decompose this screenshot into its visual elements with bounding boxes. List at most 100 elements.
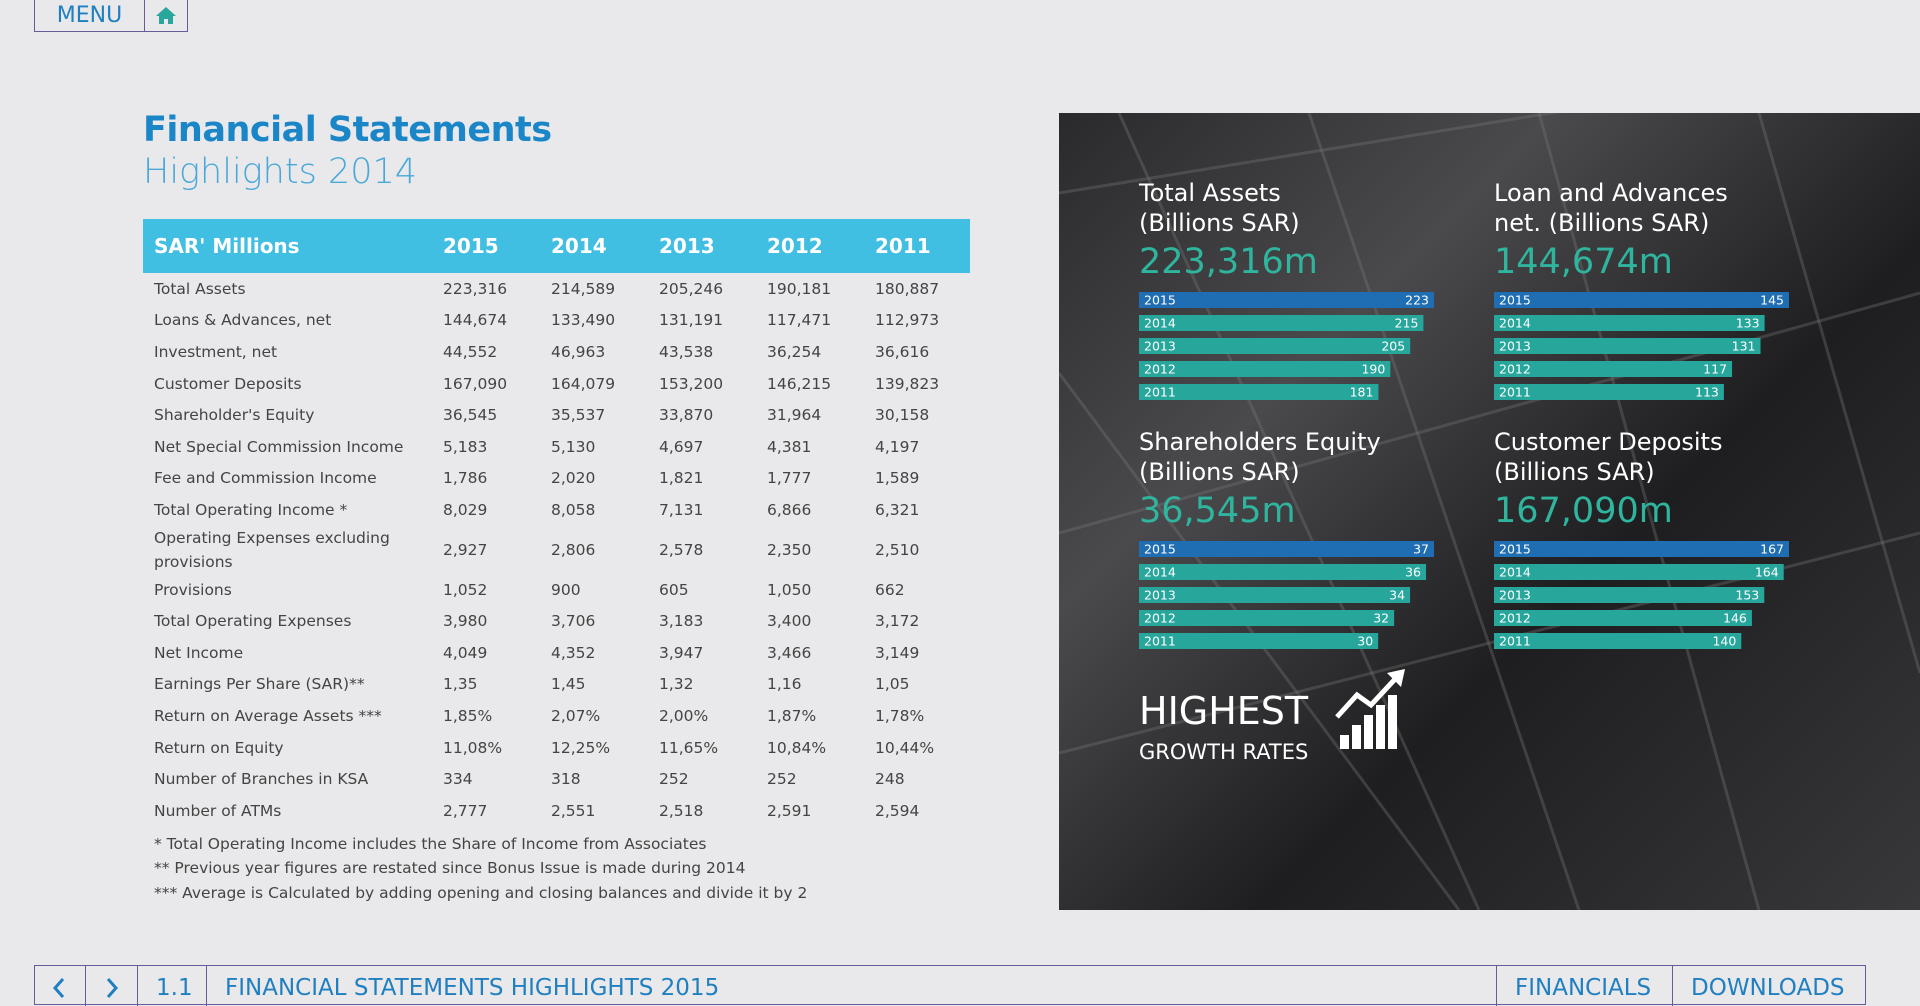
cell-value: 3,947 xyxy=(659,643,704,662)
cell-value: 1,05 xyxy=(875,675,910,694)
row-label: Loans & Advances, net xyxy=(154,311,332,330)
bar-category: 2014 xyxy=(1499,316,1531,331)
cell-value: 2,927 xyxy=(443,540,488,559)
cell-value: 3,400 xyxy=(767,612,812,631)
cell-value: 30,158 xyxy=(875,406,930,425)
menu-button[interactable]: MENU xyxy=(34,0,145,32)
nav-link[interactable]: FINANCIALS xyxy=(1496,966,1672,1006)
cell-value: 1,32 xyxy=(659,675,694,694)
bar xyxy=(1494,361,1733,377)
cell-value: 117,471 xyxy=(767,311,832,330)
cell-value: 2,07% xyxy=(551,706,601,725)
bar xyxy=(1494,315,1765,331)
cell-value: 1,78% xyxy=(875,706,925,725)
cell-value: 3,980 xyxy=(443,612,488,631)
cell-value: 3,172 xyxy=(875,612,920,631)
cell-value: 1,821 xyxy=(659,469,704,488)
prev-button[interactable] xyxy=(35,966,85,1006)
cell-value: 2,578 xyxy=(659,540,704,559)
cell-value: 1,052 xyxy=(443,580,488,599)
column-header: 2012 xyxy=(767,219,875,273)
table-row: Total Operating Expenses 3,980 3,706 3,183 3… xyxy=(143,605,970,637)
cell-value: 2,594 xyxy=(875,801,920,820)
cell-value: 36,616 xyxy=(875,342,930,361)
bar xyxy=(1494,587,1765,603)
bar xyxy=(1139,541,1434,557)
cell-value: 2,00% xyxy=(659,706,709,725)
page-number: 1.1 xyxy=(137,966,206,1006)
column-header: 2011 xyxy=(875,219,970,273)
home-button[interactable] xyxy=(144,0,188,32)
icon-bar xyxy=(1352,725,1361,749)
next-button[interactable] xyxy=(85,966,137,1006)
cell-value: 2,777 xyxy=(443,801,488,820)
chart-title: Customer Deposits xyxy=(1494,428,1722,456)
table-row: Return on Average Assets *** 1,85% 2,07% 2,… xyxy=(143,700,970,732)
bar-category: 2014 xyxy=(1144,565,1176,580)
bar-value: 131 xyxy=(1732,339,1756,354)
table-row: Fee and Commission Income 1,786 2,020 1,821… xyxy=(143,463,970,495)
cell-value: 1,35 xyxy=(443,675,478,694)
cell-value: 205,246 xyxy=(659,279,724,298)
cell-value: 12,25% xyxy=(551,738,611,757)
cell-value: 11,65% xyxy=(659,738,719,757)
cell-value: 4,381 xyxy=(767,437,812,456)
row-label: Investment, net xyxy=(154,342,278,361)
cell-value: 46,963 xyxy=(551,342,606,361)
cell-value: 318 xyxy=(551,770,581,789)
bar xyxy=(1139,361,1391,377)
row-label: Return on Equity xyxy=(154,738,284,757)
table-row: Total Operating Income * 8,029 8,058 7,131 6… xyxy=(143,494,970,526)
cell-value: 164,079 xyxy=(551,374,616,393)
cell-value: 3,466 xyxy=(767,643,812,662)
cell-value: 3,149 xyxy=(875,643,920,662)
cell-value: 252 xyxy=(767,770,797,789)
cell-value: 3,706 xyxy=(551,612,596,631)
cell-value: 6,321 xyxy=(875,500,920,519)
row-label: Provisions xyxy=(154,580,232,599)
bar xyxy=(1494,541,1789,557)
cell-value: 214,589 xyxy=(551,279,616,298)
cell-value: 7,131 xyxy=(659,500,704,519)
row-label: Total Operating Income * xyxy=(154,500,348,519)
cell-value: 5,130 xyxy=(551,437,596,456)
cell-value: 1,786 xyxy=(443,469,488,488)
chart-subtitle: (Billions SAR) xyxy=(1494,458,1655,486)
row-label: Fee and Commission Income xyxy=(154,469,377,488)
row-label: Total Operating Expenses xyxy=(154,612,352,631)
home-icon xyxy=(156,7,176,24)
header-row: SAR' Millions 2015 2014 2013 2012 2011 xyxy=(143,219,970,273)
icon-bar xyxy=(1388,695,1397,749)
footnote: *** Average is Calculated by adding open… xyxy=(154,883,808,902)
chart-subtitle: net. (Billions SAR) xyxy=(1494,209,1709,237)
chart-title: Shareholders Equity xyxy=(1139,428,1381,456)
nav-link[interactable]: DOWNLOADS xyxy=(1672,966,1867,1006)
cell-value: 900 xyxy=(551,580,581,599)
cell-value: 167,090 xyxy=(443,374,508,393)
icon-arrowhead xyxy=(1387,669,1405,687)
growth-icon xyxy=(1335,669,1405,749)
bar-category: 2015 xyxy=(1499,293,1531,308)
bar-value: 164 xyxy=(1755,565,1779,580)
table-row: Loans & Advances, net 144,674 133,490 131,1… xyxy=(143,305,970,337)
cell-value: 4,352 xyxy=(551,643,596,662)
cell-value: 1,050 xyxy=(767,580,812,599)
row-label: Shareholder's Equity xyxy=(154,406,315,425)
bar-value: 145 xyxy=(1760,293,1784,308)
cell-value: 8,058 xyxy=(551,500,596,519)
chart-headline: 36,545m xyxy=(1139,491,1296,531)
banner-subtitle: GROWTH RATES xyxy=(1139,740,1308,764)
cell-value: 33,870 xyxy=(659,406,714,425)
cell-value: 1,45 xyxy=(551,675,586,694)
cell-value: 180,887 xyxy=(875,279,940,298)
cell-value: 153,200 xyxy=(659,374,724,393)
cell-value: 8,029 xyxy=(443,500,488,519)
menu-label: MENU xyxy=(56,2,123,28)
row-label: Net Special Commission Income xyxy=(154,437,404,456)
chart-title: Total Assets xyxy=(1138,179,1281,207)
row-label: Operating Expenses excluding provisions xyxy=(154,528,390,571)
cell-value: 144,674 xyxy=(443,311,508,330)
bar xyxy=(1139,564,1427,580)
cell-value: 252 xyxy=(659,770,689,789)
cell-value: 2,551 xyxy=(551,801,596,820)
